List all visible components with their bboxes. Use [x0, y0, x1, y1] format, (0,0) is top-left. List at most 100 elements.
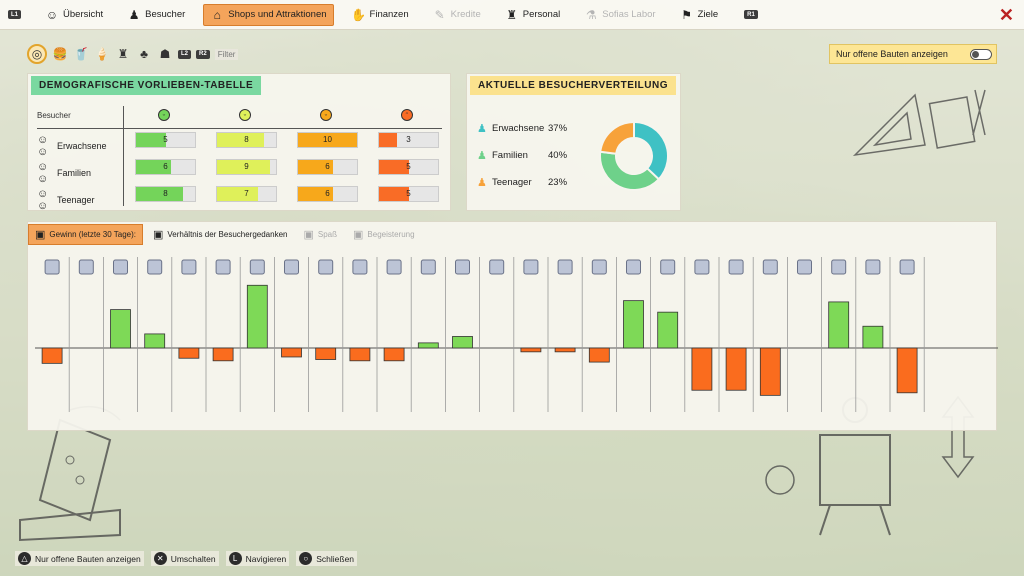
preference-value: 8 — [244, 135, 249, 144]
attraction-thumbnail-icon[interactable] — [420, 259, 436, 275]
distribution-title: Aktuelle Besucherverteilung — [470, 76, 676, 95]
profit-bar — [41, 347, 63, 364]
attraction-thumbnail-icon[interactable] — [762, 259, 778, 275]
tab-flag[interactable]: ⚑ Ziele — [674, 4, 725, 26]
attraction-thumbnail-icon[interactable] — [797, 259, 812, 275]
attraction-thumbnail-icon[interactable] — [626, 259, 641, 275]
profit-bar — [246, 284, 268, 349]
attraction-thumbnail-icon[interactable] — [489, 259, 505, 275]
smiley-icon: ☺ — [45, 7, 59, 22]
attraction-thumbnail-icon[interactable] — [660, 259, 676, 275]
open-buildings-toggle-label: Nur offene Bauten anzeigen — [836, 49, 948, 59]
shop-icon: ⌂ — [213, 7, 221, 22]
distribution-row: ♟ Familien 40% — [477, 149, 567, 162]
attraction-thumbnail-icon[interactable] — [455, 259, 470, 275]
row-label-adults: ☺☺ Erwachsene — [37, 134, 107, 158]
set-square-sketch-icon — [852, 89, 986, 157]
thoughts-icon: ▣ — [152, 229, 164, 241]
chart-tab-fun[interactable]: ▣ Spaß — [297, 224, 343, 245]
attraction-thumbnail-icon[interactable] — [318, 259, 334, 275]
distribution-label: Teenager — [492, 177, 532, 188]
row-label-teenager: ☺☺ Teenager — [37, 188, 95, 212]
attraction-thumbnail-icon[interactable] — [831, 259, 847, 275]
chart-tab-label: Spaß — [317, 230, 338, 239]
tab-shop[interactable]: ⌂ Shops und Attraktionen — [203, 3, 334, 26]
visitors-column-header: Besucher — [37, 111, 71, 120]
preference-bar-fill — [379, 160, 409, 174]
preference-value: 5 — [163, 135, 168, 144]
chart-tab-profit[interactable]: ▣ Gewinn (letzte 30 Tage): — [28, 224, 143, 245]
tab-credit[interactable]: ✎ Kredite — [427, 4, 487, 26]
profit-bar — [281, 347, 302, 358]
attraction-thumbnail-icon[interactable] — [728, 259, 744, 275]
tab-lab[interactable]: ⚗ Sofias Labor — [578, 4, 661, 26]
attraction-thumbnail-icon[interactable] — [386, 259, 402, 275]
preference-bar: 5 — [378, 186, 439, 202]
preference-bar-fill — [217, 133, 265, 147]
distribution-percent: 23% — [548, 177, 568, 188]
tab-label: Besucher — [145, 9, 186, 20]
families-icon: ☺☺ — [37, 161, 49, 185]
souvenir-category-icon[interactable]: ☗ — [159, 47, 171, 61]
very-happy-face-icon: ᵕ — [158, 109, 170, 121]
row-label-text: Familien — [57, 168, 92, 178]
profit-bar — [315, 347, 337, 360]
preference-bar-fill — [136, 133, 166, 147]
ride-category-icon[interactable]: ♣ — [140, 47, 148, 61]
attraction-thumbnail-icon[interactable] — [113, 259, 128, 275]
attraction-thumbnail-icon[interactable] — [352, 259, 368, 275]
attraction-thumbnail-icon[interactable] — [147, 259, 163, 275]
all-category-icon[interactable]: ◎ — [27, 44, 47, 64]
profit-icon: ▣ — [35, 229, 46, 241]
toilet-category-icon[interactable]: ♜ — [117, 47, 129, 61]
preference-bar: 6 — [297, 159, 358, 175]
table-divider-horizontal — [37, 128, 442, 129]
attraction-thumbnail-icon[interactable] — [215, 259, 231, 275]
category-filter-row: ◎ 🍔 🥤 🍦 ♜ ♣ ☗ L2 R2 Filter — [27, 44, 239, 64]
toggle-switch[interactable] — [970, 49, 992, 60]
preference-bar: 8 — [135, 186, 196, 202]
profit-chart-panel: ▣ Gewinn (letzte 30 Tage): ▣ Verhältnis der… — [27, 221, 998, 431]
attraction-thumbnail-icon[interactable] — [181, 259, 197, 275]
attraction-thumbnail-icon[interactable] — [523, 259, 539, 275]
profit-bar — [759, 347, 781, 396]
profit-bar — [349, 347, 371, 362]
close-icon[interactable]: ✕ — [998, 5, 1014, 25]
preference-bar-fill — [298, 160, 334, 174]
tab-staff[interactable]: ♜ Personal — [499, 4, 567, 26]
open-buildings-toggle[interactable]: Nur offene Bauten anzeigen — [829, 44, 997, 64]
preference-bar: 5 — [378, 159, 439, 175]
profit-bar — [212, 347, 234, 362]
preference-bar: 3 — [378, 132, 439, 148]
preference-value: 8 — [163, 189, 168, 198]
attraction-thumbnail-icon[interactable] — [44, 259, 60, 275]
profit-bar — [144, 333, 166, 349]
visitor-group-icon: ♟ — [477, 177, 487, 189]
profit-bar — [828, 301, 850, 349]
tab-finance[interactable]: ✋ Finanzen — [346, 4, 415, 26]
preference-bar: 6 — [135, 159, 196, 175]
attraction-thumbnail-icon[interactable] — [591, 259, 607, 275]
burger-category-icon[interactable]: 🍔 — [52, 47, 68, 61]
attraction-thumbnail-icon[interactable] — [249, 259, 265, 275]
donut-slice — [599, 150, 661, 191]
attraction-thumbnail-icon[interactable] — [78, 259, 94, 275]
attraction-thumbnail-icon[interactable] — [865, 259, 881, 275]
chart-tab-excitement[interactable]: ▣ Begeisterung — [347, 224, 421, 245]
chart-tab-thoughts[interactable]: ▣ Verhältnis der Besuchergedanken — [147, 224, 294, 245]
attraction-thumbnail-icon[interactable] — [284, 259, 299, 275]
controller-hints: △ Nur offene Bauten anzeigen ✕ Umschalten L N… — [15, 551, 358, 566]
preference-bar-fill — [217, 187, 259, 201]
distribution-row: ♟ Erwachsene 37% — [477, 122, 567, 135]
chart-tab-label: Begeisterung — [367, 230, 415, 239]
tab-smiley[interactable]: ☺ Übersicht — [39, 4, 109, 26]
hint-label: Nur offene Bauten anzeigen — [35, 553, 141, 564]
attraction-thumbnail-icon[interactable] — [899, 259, 915, 275]
icecream-category-icon[interactable]: 🍦 — [94, 47, 110, 61]
tab-visitors[interactable]: ♟ Besucher — [121, 4, 191, 26]
attraction-thumbnail-icon[interactable] — [694, 259, 710, 275]
drink-category-icon[interactable]: 🥤 — [73, 47, 89, 61]
attraction-thumbnail-icon[interactable] — [557, 259, 573, 275]
preference-bar-fill — [136, 187, 184, 201]
unhappy-face-icon: ᵔ — [401, 109, 413, 121]
